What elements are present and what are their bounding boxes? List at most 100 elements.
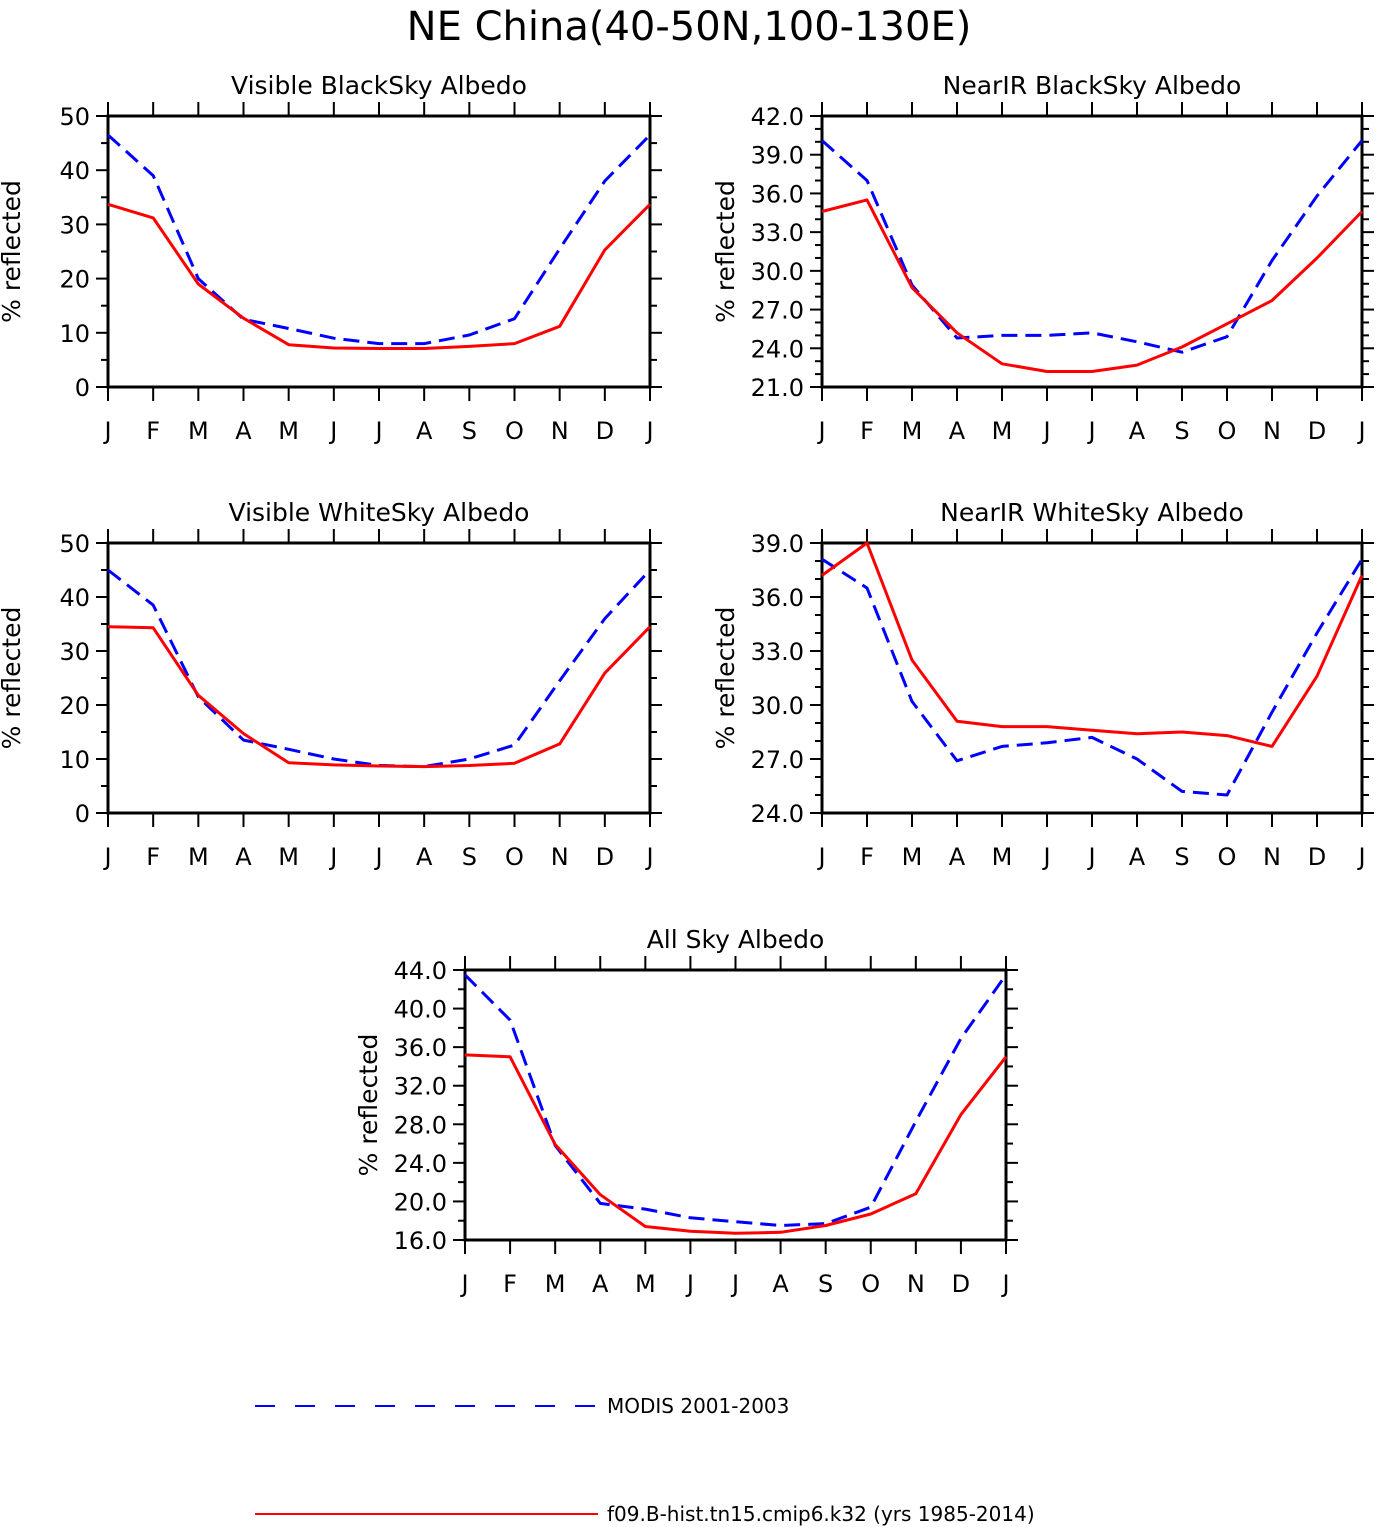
series-line-modis: [107, 568, 652, 769]
x-tick-label: J: [373, 417, 382, 445]
series-line-modis: [821, 139, 1364, 354]
x-tick-label: J: [102, 843, 111, 871]
y-tick-label: 30: [59, 638, 90, 666]
x-tick-label: J: [459, 1270, 468, 1298]
x-tick-label: F: [146, 417, 160, 445]
y-tick-label: 40: [59, 157, 90, 185]
x-tick-label: J: [1000, 1270, 1009, 1298]
y-tick-label: 30: [59, 211, 90, 239]
x-tick-label: J: [1086, 417, 1095, 445]
y-tick-label: 0: [75, 800, 90, 828]
series-line-modis: [821, 557, 1364, 797]
x-tick-label: A: [1129, 843, 1146, 871]
x-tick-label: J: [373, 843, 382, 871]
x-tick-label: M: [635, 1270, 656, 1298]
x-tick-label: J: [1356, 417, 1365, 445]
y-tick-label: 40.0: [394, 996, 447, 1024]
x-tick-label: O: [1218, 843, 1237, 871]
y-tick-label: 39.0: [751, 142, 804, 170]
x-tick-label: J: [1356, 843, 1365, 871]
y-tick-label: 27.0: [751, 297, 804, 325]
y-tick-label: 32.0: [394, 1073, 447, 1101]
x-tick-label: S: [1174, 843, 1189, 871]
y-tick-label: 0: [75, 374, 90, 402]
x-tick-label: J: [730, 1270, 739, 1298]
y-tick-label: 28.0: [394, 1111, 447, 1139]
x-tick-label: M: [278, 843, 299, 871]
series-line-model: [821, 541, 1364, 748]
chart-panels: Visible BlackSky Albedo % reflected 0 10 20 3…: [0, 71, 1374, 1298]
x-tick-label: F: [146, 843, 160, 871]
x-tick-label: O: [505, 417, 524, 445]
x-tick-label: M: [545, 1270, 566, 1298]
y-tick-label: 36.0: [751, 180, 804, 208]
y-axis-label: % reflected: [711, 180, 740, 323]
x-tick-label: A: [772, 1270, 789, 1298]
x-tick-label: J: [102, 417, 111, 445]
x-tick-label: J: [1041, 417, 1050, 445]
legend-label-modis: MODIS 2001-2003: [607, 1394, 789, 1418]
y-tick-label: 36.0: [394, 1034, 447, 1062]
y-tick-label: 20: [59, 266, 90, 294]
x-tick-label: J: [644, 843, 653, 871]
y-tick-label: 24.0: [751, 335, 804, 363]
y-tick-label: 42.0: [751, 103, 804, 131]
x-tick-label: J: [685, 1270, 694, 1298]
panel-title: Visible WhiteSky Albedo: [229, 498, 530, 527]
x-tick-label: A: [949, 843, 966, 871]
x-tick-label: S: [462, 417, 477, 445]
y-tick-label: 10: [59, 746, 90, 774]
x-tick-label: M: [902, 843, 923, 871]
x-tick-label: M: [278, 417, 299, 445]
x-tick-label: S: [462, 843, 477, 871]
y-tick-label: 33.0: [751, 219, 804, 247]
panel-nearir-whitesky: NearIR WhiteSky Albedo % reflected 24.0 27.…: [711, 498, 1374, 871]
x-tick-label: O: [1218, 417, 1237, 445]
x-tick-label: A: [235, 417, 252, 445]
plot-frame: [106, 541, 652, 815]
series-line-model: [821, 198, 1364, 373]
plot-frame: [106, 114, 652, 389]
panel-title: NearIR BlackSky Albedo: [943, 71, 1242, 100]
panel-title: NearIR WhiteSky Albedo: [940, 498, 1244, 527]
y-axis-label: % reflected: [354, 1034, 383, 1177]
y-tick-label: 40: [59, 584, 90, 612]
x-tick-label: D: [596, 843, 614, 871]
x-tick-label: N: [551, 843, 569, 871]
series-line-modis: [463, 973, 1008, 1227]
panel-visible-blacksky: Visible BlackSky Albedo % reflected 0 10 20 3…: [0, 71, 662, 445]
series-line-model: [107, 202, 652, 350]
x-tick-label: O: [861, 1270, 880, 1298]
y-tick-label: 21.0: [751, 374, 804, 402]
x-tick-label: S: [1174, 417, 1189, 445]
y-tick-label: 50: [59, 103, 90, 131]
x-tick-label: F: [860, 417, 874, 445]
panel-visible-whitesky: Visible WhiteSky Albedo % reflected 0 10 20 3…: [0, 498, 662, 871]
panel-title: All Sky Albedo: [647, 925, 825, 954]
x-tick-label: A: [235, 843, 252, 871]
x-tick-label: A: [416, 843, 433, 871]
x-tick-label: N: [907, 1270, 925, 1298]
y-axis-label: % reflected: [0, 607, 26, 750]
legend: MODIS 2001-2003 f09.B-hist.tn15.cmip6.k3…: [255, 1394, 1035, 1526]
y-tick-label: 16.0: [394, 1227, 447, 1255]
x-tick-label: A: [1129, 417, 1146, 445]
x-tick-label: J: [816, 843, 825, 871]
x-tick-label: O: [505, 843, 524, 871]
panel-all-sky: All Sky Albedo % reflected 16.0 20.0 24.0 28.…: [354, 925, 1018, 1298]
x-tick-label: F: [503, 1270, 517, 1298]
y-tick-label: 27.0: [751, 746, 804, 774]
x-tick-label: J: [644, 417, 653, 445]
x-tick-label: D: [1308, 417, 1326, 445]
x-tick-label: A: [949, 417, 966, 445]
x-tick-label: M: [188, 417, 209, 445]
x-tick-label: M: [992, 417, 1013, 445]
panel-nearir-blacksky: NearIR BlackSky Albedo % reflected 21.0 24.…: [711, 71, 1374, 445]
x-tick-label: S: [818, 1270, 833, 1298]
y-axis-label: % reflected: [711, 607, 740, 750]
y-tick-label: 20: [59, 692, 90, 720]
x-tick-label: D: [596, 417, 614, 445]
y-tick-label: 24.0: [394, 1150, 447, 1178]
x-tick-label: N: [551, 417, 569, 445]
